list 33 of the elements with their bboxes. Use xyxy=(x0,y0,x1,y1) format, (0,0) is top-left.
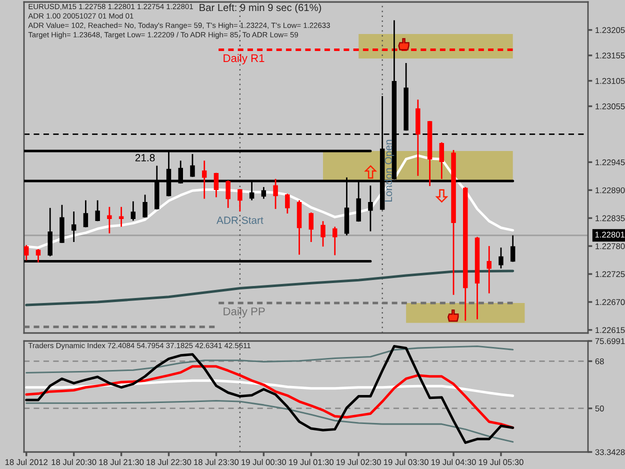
y-tick-label: 1.22670 xyxy=(596,299,625,306)
x-tick-label: 18 Jul 23:30 xyxy=(194,458,239,466)
y-tick-label: 1.22835 xyxy=(596,215,625,222)
y-tick-label: 50 xyxy=(595,406,604,412)
y-tick-label: 75.6991 xyxy=(595,338,625,344)
y-tick-label: 1.23205 xyxy=(596,27,625,34)
y-tick-label: 1.22945 xyxy=(596,159,625,166)
y-tick-label: 1.22780 xyxy=(596,243,625,250)
x-tick-label: 19 Jul 04:30 xyxy=(431,458,476,466)
x-tick-label: 18 Jul 2012 xyxy=(5,458,48,466)
x-tick-label: 18 Jul 20:30 xyxy=(52,458,96,466)
x-tick-label: 19 Jul 05:30 xyxy=(478,458,524,466)
x-tick-label: 19 Jul 03:30 xyxy=(384,458,428,466)
annotation: ADR Start xyxy=(216,216,264,224)
series-label: Daily PP xyxy=(224,307,265,318)
y-tick-label: 33.3428 xyxy=(595,449,625,456)
chart-subtitle: Bar Left: 9 min 9 sec (61%) xyxy=(200,4,322,14)
y-tick-label: 1.22890 xyxy=(596,187,625,194)
ref-line-label: London Open xyxy=(384,140,394,202)
x-tick-label: 18 Jul 21:30 xyxy=(99,458,144,466)
y-tick-label: 68 xyxy=(595,358,604,364)
y-tick-label: 1.23055 xyxy=(596,103,625,110)
annotation: 21.8 xyxy=(135,154,155,162)
series-label: Daily R1 xyxy=(224,54,264,64)
y-tick-label: 1.23155 xyxy=(596,52,625,58)
x-tick-label: 18 Jul 22:30 xyxy=(146,458,192,466)
y-tick-label: 1.23105 xyxy=(596,78,625,84)
y-tick-label: 1.22615 xyxy=(596,327,625,334)
ref-line-label: 1.22801 xyxy=(595,232,624,238)
x-tick-label: 19 Jul 02:30 xyxy=(336,458,381,466)
x-tick-label: 19 Jul 00:30 xyxy=(242,458,286,466)
x-tick-label: 19 Jul 01:30 xyxy=(289,458,334,466)
y-tick-label: 1.22725 xyxy=(596,271,625,278)
